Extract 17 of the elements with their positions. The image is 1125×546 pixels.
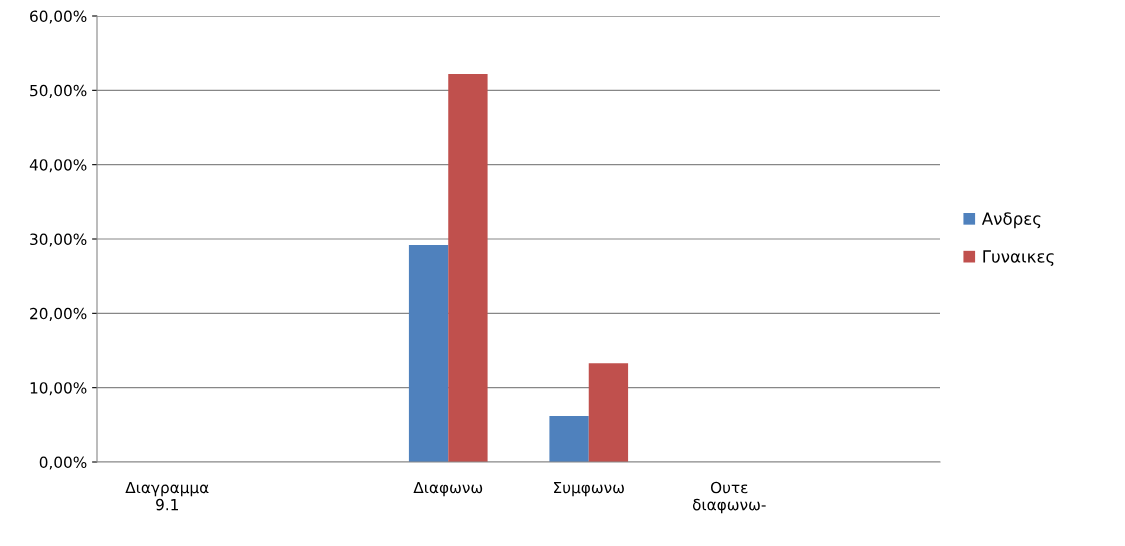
x-tick-label: Ουτε διαφωνω-	[692, 481, 766, 514]
bar	[448, 73, 488, 462]
legend-label: Ανδρες	[981, 212, 1041, 229]
legend-label: Γυναικες	[983, 250, 1054, 266]
y-tick-label: 0,00%	[39, 456, 87, 470]
bar	[408, 244, 449, 462]
y-tick-label: 20,00%	[30, 307, 87, 321]
x-tick-label: Διαγραμμα 9.1	[125, 481, 209, 511]
x-tick-label: Διαφωνω	[413, 481, 483, 497]
x-tick-label: Συμφωνω	[554, 481, 624, 497]
bar	[588, 363, 629, 462]
bar	[549, 415, 589, 462]
y-tick-label: 40,00%	[29, 159, 87, 173]
y-tick-label: 30,00%	[30, 233, 87, 247]
y-tick-label: 60,00%	[30, 10, 87, 24]
y-tick-label: 50,00%	[30, 84, 87, 98]
y-tick-label: 10,00%	[30, 382, 87, 396]
